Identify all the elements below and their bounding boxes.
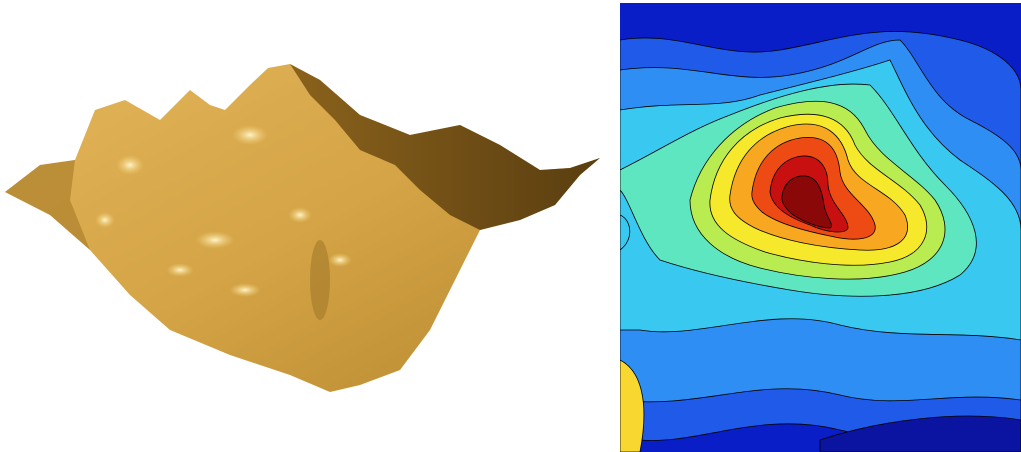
surface-body [5,64,600,392]
highlight [95,212,115,228]
contour-map [620,3,1021,452]
dark-fold [310,240,330,320]
surface-3d [5,64,600,392]
highlight [232,125,268,145]
highlight [229,283,261,297]
surface-shadow-left [5,160,90,250]
highlight [195,231,235,249]
level [781,175,832,229]
highlight [166,263,194,277]
level [620,214,631,251]
highlight [116,155,144,175]
surface-shadow [290,64,600,230]
highlight [288,207,312,223]
highlight [328,253,352,267]
